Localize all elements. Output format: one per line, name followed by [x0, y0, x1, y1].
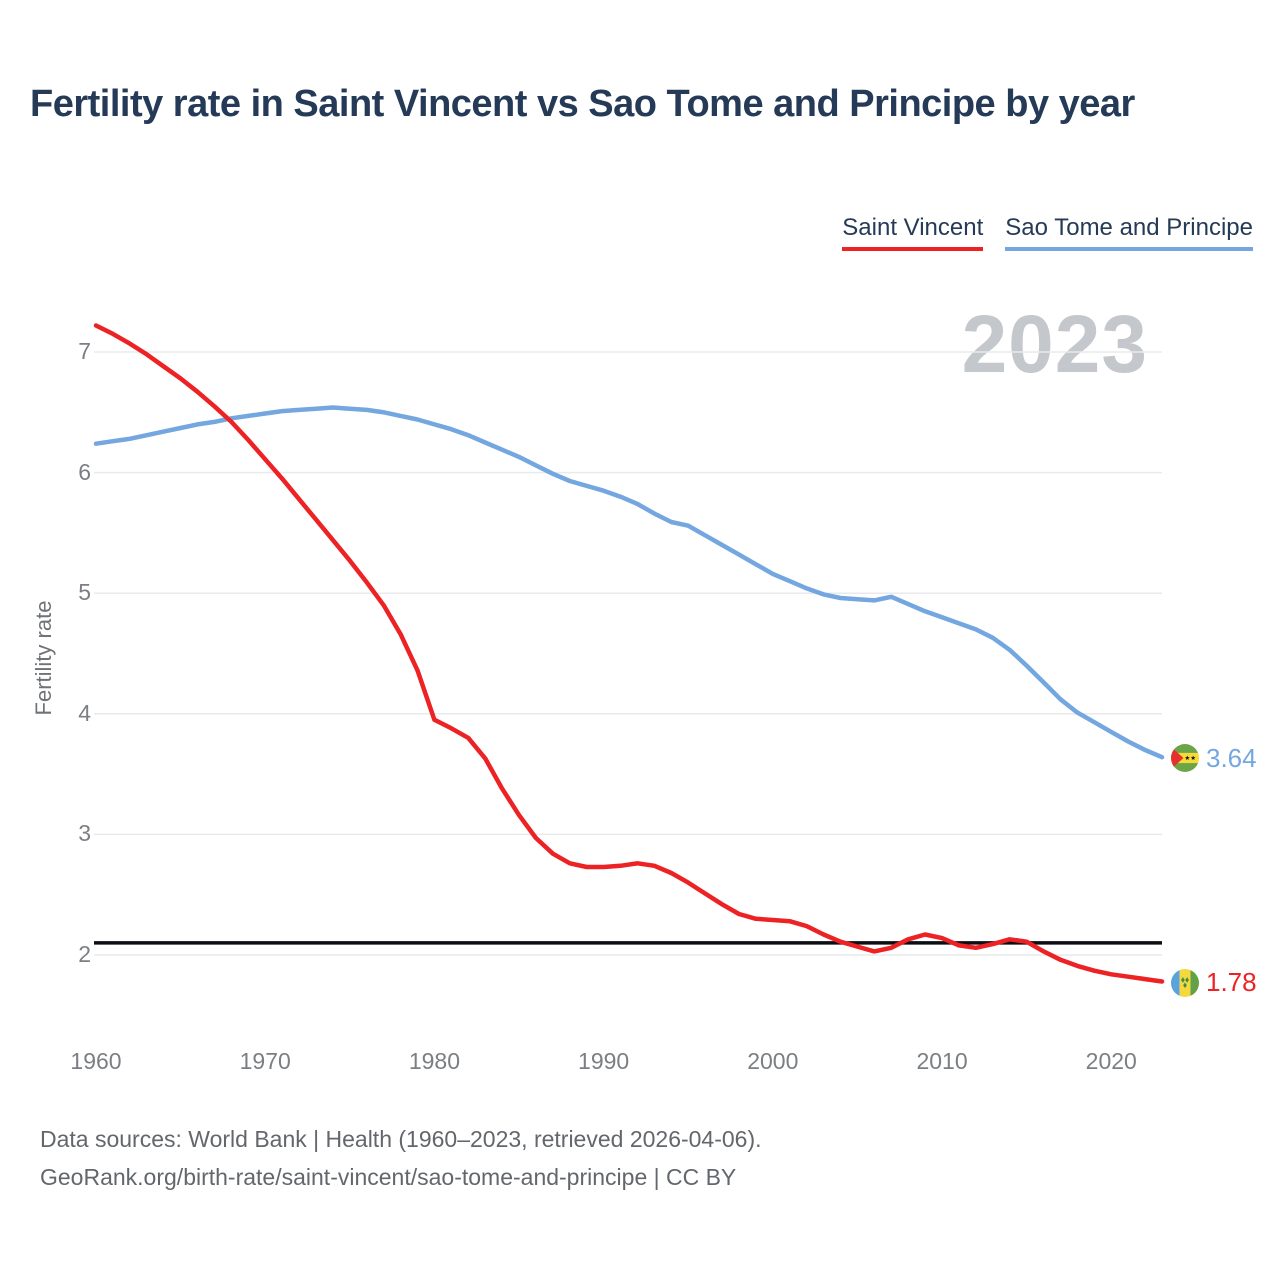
end-value-sao-tome-and-principe: 3.64 — [1206, 742, 1257, 773]
saint-vincent-flag-icon — [1171, 968, 1199, 997]
x-tick-label: 1980 — [408, 1048, 460, 1074]
x-tick-label: 1990 — [578, 1048, 630, 1074]
sao-tome-and-principe-line — [93, 405, 1165, 760]
footer: Data sources: World Bank | Health (1960–… — [40, 1120, 762, 1196]
x-tick-label: 1970 — [239, 1048, 291, 1074]
y-tick-label: 6 — [78, 458, 91, 485]
y-tick-label: 3 — [78, 820, 91, 847]
year-watermark: 2023 — [961, 299, 1148, 390]
x-tick-label: 2020 — [1085, 1048, 1137, 1074]
legend-item-sao-tome-and-principe[interactable]: Sao Tome and Principe — [1005, 214, 1253, 251]
legend-item-saint-vincent[interactable]: Saint Vincent — [842, 214, 984, 251]
end-label-sao-tome-and-principe: 3.64 — [1171, 743, 1257, 774]
y-tick-label: 2 — [78, 941, 91, 967]
footer-sources-line: Data sources: World Bank | Health (1960–… — [40, 1126, 762, 1152]
sao-tome-and-principe-flag-icon — [1171, 744, 1199, 773]
end-label-saint-vincent: 1.78 — [1171, 967, 1257, 998]
legend: Saint Vincent Sao Tome and Principe — [842, 214, 1253, 251]
page-title: Fertility rate in Saint Vincent vs Sao T… — [30, 83, 1135, 125]
x-tick-label: 1960 — [70, 1048, 122, 1074]
y-tick-label: 7 — [78, 338, 91, 364]
x-tick-label: 2010 — [916, 1048, 968, 1074]
saint-vincent-line — [93, 323, 1165, 984]
footer-attribution-line: GeoRank.org/birth-rate/saint-vincent/sao… — [40, 1164, 737, 1190]
y-tick-label: 4 — [78, 699, 91, 726]
x-tick-label: 2000 — [747, 1048, 799, 1074]
y-tick-label: 5 — [78, 579, 91, 606]
end-value-saint-vincent: 1.78 — [1206, 967, 1257, 998]
